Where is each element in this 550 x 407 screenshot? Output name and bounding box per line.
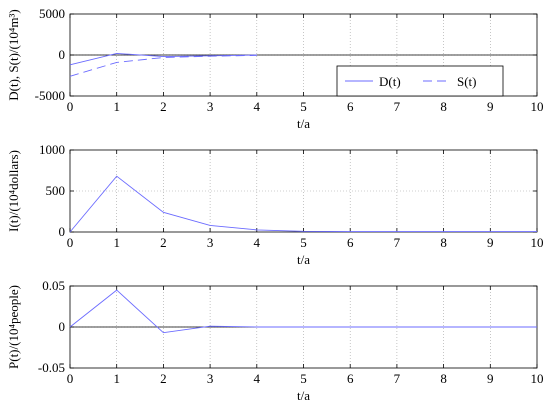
y-tick-label: 1000 [39, 142, 65, 157]
x-axis-label: t/a [297, 252, 310, 267]
x-tick-label: 0 [67, 99, 74, 114]
x-tick-label: 9 [487, 235, 494, 250]
y-axis-label: D(t), S(t)/(10⁴m³) [6, 9, 21, 100]
subplot-3: 0 1 2 3 4 5 6 7 8 9 10-0.0500.05t/aP(t)/(10⁴people… [6, 278, 544, 403]
x-tick-label: 7 [394, 235, 401, 250]
subplot-2: 0 1 2 3 4 5 6 7 8 9 10 0 500 1000 t/a I(t)/(10⁴dollars) [6, 142, 544, 267]
x-tick-label: 1 [113, 371, 120, 386]
x-axis-label: t/a [297, 116, 310, 131]
legend-label: S(t) [457, 74, 477, 89]
y-tick-label: 0 [59, 47, 66, 62]
x-tick-label: 3 [207, 371, 214, 386]
x-axis-label: t/a [297, 388, 310, 403]
series-line-st [69, 54, 257, 77]
x-tick-label: 7 [394, 371, 401, 386]
x-tick-label: 6 [347, 235, 354, 250]
x-tick-label: 1 [113, 99, 120, 114]
series-line-1 [69, 175, 537, 233]
series-line-1 [69, 289, 537, 334]
x-tick-label: 5 [300, 235, 307, 250]
x-tick-label: 5 [300, 371, 307, 386]
x-tick-label: 0 [67, 371, 74, 386]
x-tick-label: 10 [531, 371, 544, 386]
x-tick-label: 2 [160, 235, 167, 250]
x-tick-label: 9 [487, 99, 494, 114]
x-tick-label: 5 [300, 99, 307, 114]
x-tick-label: 3 [207, 99, 214, 114]
x-tick-label: 6 [347, 371, 354, 386]
y-axis-label: I(t)/(10⁴dollars) [6, 150, 21, 232]
x-tick-label: 8 [440, 235, 447, 250]
x-tick-label: 4 [254, 235, 261, 250]
x-tick-label: 4 [254, 371, 261, 386]
x-tick-label: 8 [440, 99, 447, 114]
x-tick-label: 9 [487, 371, 494, 386]
y-tick-label: -5000 [35, 88, 65, 103]
x-tick-label: 3 [207, 235, 214, 250]
y-tick-label: 0 [59, 224, 66, 239]
x-tick-label: 2 [160, 99, 167, 114]
legend-label: D(t) [379, 74, 401, 89]
x-tick-label: 6 [347, 99, 354, 114]
y-axis-label: P(t)/(10⁴people) [6, 285, 21, 369]
y-tick-label: 0.05 [42, 278, 65, 293]
x-tick-label: 10 [531, 99, 544, 114]
y-tick-label: 500 [46, 183, 66, 198]
y-tick-label: 5000 [39, 6, 65, 21]
x-tick-label: 4 [254, 99, 261, 114]
y-tick-label: 0 [59, 319, 66, 334]
x-tick-label: 7 [394, 99, 401, 114]
x-tick-label: 1 [113, 235, 120, 250]
x-tick-label: 8 [440, 371, 447, 386]
x-tick-label: 2 [160, 371, 167, 386]
x-tick-label: 0 [67, 235, 74, 250]
y-tick-label: -0.05 [38, 360, 65, 375]
x-tick-label: 10 [531, 235, 544, 250]
